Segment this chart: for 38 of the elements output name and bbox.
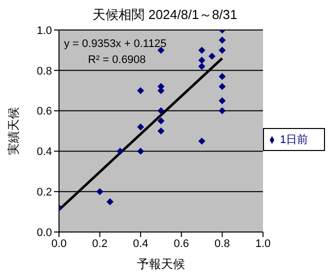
annotation: y = 0.9353x + 0.1125 [64,38,167,50]
y-axis-title: 実績天候 [6,107,20,155]
x-axis-title: 予報天候 [137,257,185,271]
point [198,56,206,64]
point [116,148,124,155]
point [106,198,114,206]
point [158,128,164,134]
point [158,107,164,114]
point [218,83,226,90]
y-tick-label: 0.0 [36,226,52,239]
legend-label: 1日前 [280,134,308,146]
point [218,72,226,80]
point [208,52,216,60]
x-tick-label: 0.4 [132,238,148,250]
x-tick-label: 0.0 [51,238,67,250]
y-tick-label: 0.4 [36,146,52,158]
chart-title: 天候相関 2024/8/1～8/31 [92,6,238,24]
point [198,62,206,70]
point [218,97,226,104]
y-tick-label: 0.2 [36,186,52,199]
point [137,148,144,155]
point [96,188,104,196]
y-tick-label: 1.0 [36,24,52,37]
point [198,138,206,145]
point [218,107,226,114]
y-tick-label: 0.6 [36,106,52,118]
point [158,117,164,124]
y-tick-label: 0.8 [36,65,52,78]
point [137,87,144,94]
annotation: R² = 0.6908 [88,54,146,66]
x-tick-label: 1.0 [255,238,271,250]
point [198,46,206,54]
point [218,36,226,44]
point [218,46,226,54]
x-tick-label: 0.8 [214,238,230,250]
point [137,123,144,130]
x-tick-label: 0.2 [92,238,108,250]
x-tick-label: 0.6 [174,238,190,250]
